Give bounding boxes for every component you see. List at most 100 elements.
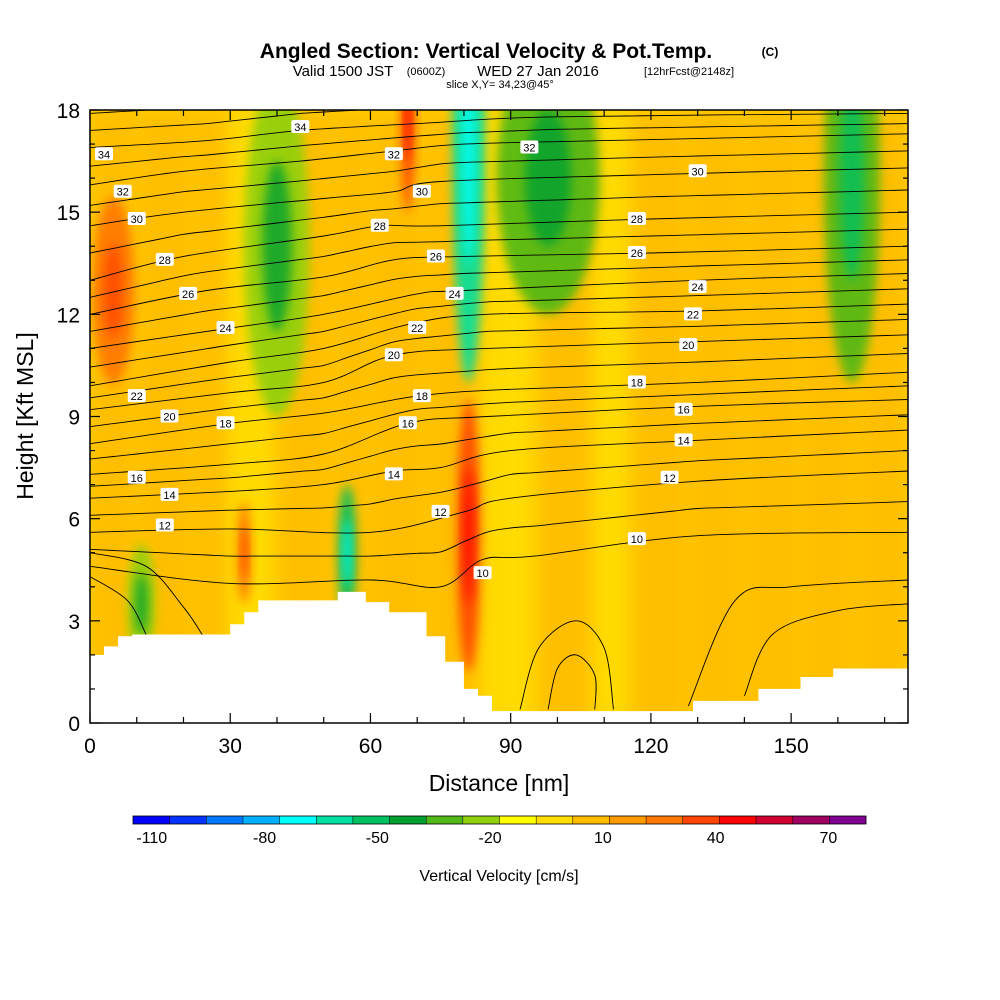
contour-label-24: 24 (216, 320, 235, 335)
contour-label-text: 14 (678, 435, 690, 447)
velocity-band (594, 110, 633, 723)
theta-contour-22 (90, 303, 908, 387)
theta-contour-minor (90, 189, 908, 254)
theta-contour-minor (90, 110, 367, 131)
colorbar-swatch (646, 816, 684, 824)
contour-label-text: 26 (430, 251, 442, 263)
contour-label-12: 12 (155, 518, 174, 532)
theta-contour-minor (90, 353, 908, 428)
contour-label-text: 12 (434, 507, 446, 519)
contour-label-32: 32 (520, 140, 539, 154)
contour-label-10: 10 (627, 532, 646, 546)
contour-label-text: 22 (411, 323, 423, 335)
contour-label-text: 14 (163, 490, 175, 502)
contour-label-text: 18 (631, 377, 643, 389)
theta-contours (90, 110, 908, 710)
theta-contour-minor (90, 150, 908, 206)
contour-label-30: 30 (688, 164, 707, 178)
contour-labels: 34 34 32 32 32 30 30 30 28 28 28 26 26 26 24 24 24 22 22 22… (95, 120, 707, 580)
theta-contour-minor (90, 385, 908, 460)
x-tick-label: 90 (499, 735, 522, 758)
contour-label-32: 32 (113, 184, 132, 199)
contour-label-text: 22 (131, 391, 143, 403)
theta-contour-30 (90, 167, 908, 227)
y-tick-label: 0 (68, 713, 80, 736)
contour-label-18: 18 (412, 389, 431, 403)
contour-label-14: 14 (674, 433, 693, 447)
subtitle-utc: (0600Z) (407, 66, 446, 78)
colorbar: -110 -80 -50 -20 10 40 70 (132, 815, 867, 847)
theta-contour-low (90, 576, 147, 635)
theta-contour-14 (90, 429, 908, 499)
contour-label-text: 18 (416, 391, 428, 403)
contour-label-16: 16 (674, 402, 693, 417)
contour-label-text: 24 (692, 282, 704, 294)
y-tick-label: 3 (68, 611, 80, 634)
contour-label-26: 26 (627, 246, 646, 260)
contour-label-text: 16 (131, 473, 143, 485)
contour-label-text: 16 (678, 405, 690, 417)
contour-label-18: 18 (216, 416, 235, 430)
contour-label-20: 20 (384, 348, 403, 362)
colorbar-swatch (719, 816, 757, 824)
terrain-profile (90, 591, 908, 723)
contour-label-text: 10 (631, 534, 643, 546)
colorbar-swatch (682, 816, 720, 824)
y-tick-label: 12 (57, 304, 80, 327)
terrain (90, 591, 908, 723)
colorbar-swatch (536, 816, 574, 824)
x-tick-label: 150 (774, 735, 809, 758)
theta-contour-low (687, 579, 908, 707)
contour-label-text: 32 (523, 142, 535, 154)
contour-label-text: 20 (163, 412, 175, 424)
contour-label-12: 12 (431, 504, 450, 519)
contour-label-18: 18 (627, 375, 646, 389)
y-tick-label: 9 (68, 407, 80, 430)
axis-ticks: 0 30 60 90 120 150 0 3 6 9 12 15 18 (57, 100, 908, 758)
colorbar-tick-label: -50 (366, 830, 389, 847)
colorbar-swatch (352, 816, 390, 824)
colorbar-tick-label: 70 (820, 830, 838, 847)
subtitle-valid: Valid 1500 JST (293, 63, 394, 80)
theta-contour-34 (90, 112, 908, 148)
contour-label-text: 10 (477, 568, 489, 580)
colorbar-swatch (829, 816, 867, 824)
contour-label-text: 34 (294, 122, 306, 134)
chart-title: Angled Section: Vertical Velocity & Pot.… (260, 40, 712, 63)
contour-label-text: 30 (131, 214, 143, 226)
contour-label-32: 32 (384, 147, 403, 161)
contour-label-28: 28 (370, 218, 389, 233)
contour-label-24: 24 (688, 280, 707, 294)
theta-contour-32 (90, 133, 908, 186)
contour-label-text: 20 (682, 340, 694, 352)
contour-label-text: 24 (448, 289, 460, 301)
slice-label: slice X,Y= 34,23@45° (446, 79, 554, 91)
x-tick-label: 30 (219, 735, 242, 758)
contour-label-text: 18 (219, 418, 231, 430)
x-tick-label: 120 (633, 735, 668, 758)
contour-label-text: 24 (219, 323, 231, 335)
contour-label-text: 30 (416, 187, 428, 199)
contour-label-text: 14 (388, 469, 400, 481)
contour-label-28: 28 (155, 252, 174, 267)
updraft-core (241, 527, 248, 579)
colorbar-tick-label: -80 (253, 830, 276, 847)
colorbar-swatch (609, 816, 647, 824)
colorbar-swatch (499, 816, 537, 824)
theta-contour-low (519, 620, 614, 710)
colorbar-swatch (462, 816, 500, 824)
contour-label-12: 12 (660, 470, 679, 485)
theta-contour-20 (90, 334, 908, 411)
theta-contour-28 (90, 211, 908, 281)
contour-label-text: 12 (159, 520, 171, 532)
contour-label-30: 30 (127, 211, 146, 226)
x-tick-label: 60 (359, 735, 382, 758)
contour-label-text: 22 (687, 309, 699, 321)
x-axis-label: Distance [nm] (429, 770, 570, 796)
theta-contour-minor (90, 259, 908, 332)
contour-label-26: 26 (179, 286, 198, 301)
contour-label-text: 26 (631, 248, 643, 260)
y-tick-label: 6 (68, 509, 80, 532)
y-tick-label: 15 (57, 202, 80, 225)
